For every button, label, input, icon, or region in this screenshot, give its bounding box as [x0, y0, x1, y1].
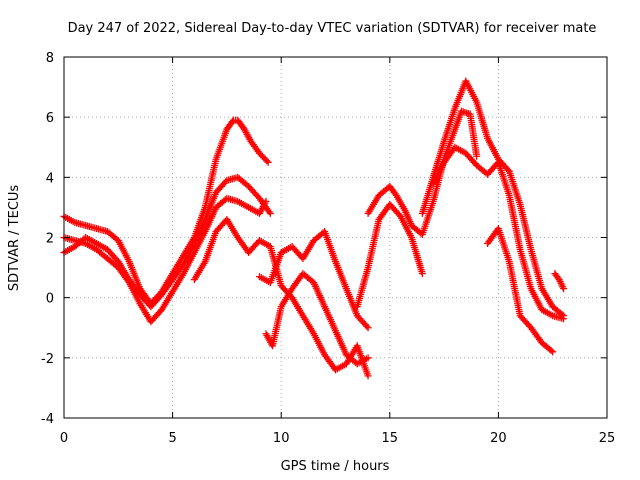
data-point-marker	[363, 322, 371, 330]
data-point-marker	[549, 348, 557, 356]
data-point-marker	[364, 372, 372, 380]
data-point-marker	[504, 166, 512, 174]
y-tick-label: 0	[46, 292, 54, 307]
y-tick-label: -2	[41, 352, 54, 367]
y-tick-label: 2	[46, 232, 54, 247]
data-point-marker	[560, 285, 568, 293]
y-tick-label: 6	[46, 111, 54, 126]
data-point-marker	[418, 270, 426, 278]
y-tick-label: 4	[46, 171, 54, 186]
x-tick-label: 10	[273, 431, 290, 446]
y-tick-label: 8	[46, 51, 54, 66]
y-tick-label: -4	[41, 412, 54, 427]
axis-ticks: 0 5 10 15 20 25 -4 -2 0 2 4 6 8	[41, 51, 615, 446]
series-satellite-track-10	[429, 143, 568, 323]
x-axis-label: GPS time / hours	[281, 459, 390, 474]
series-satellite-track-11	[484, 224, 557, 356]
chart-title: Day 247 of 2022, Sidereal Day-to-day VTE…	[68, 21, 597, 36]
data-points	[60, 77, 568, 380]
x-tick-label: 15	[382, 431, 399, 446]
series-satellite-track-3	[60, 194, 270, 326]
data-point-marker	[473, 152, 481, 160]
data-point-marker	[364, 324, 372, 332]
x-tick-label: 5	[168, 431, 176, 446]
data-point-marker	[560, 315, 568, 323]
data-point-marker	[266, 209, 274, 217]
series-satellite-track-5	[255, 227, 372, 332]
series-satellite-track-6	[262, 270, 372, 368]
data-point-marker	[264, 158, 272, 166]
data-point-marker	[263, 157, 271, 165]
series-satellite-track-12	[551, 270, 568, 293]
data-point-marker	[547, 347, 555, 355]
data-point-marker	[265, 208, 273, 216]
x-tick-label: 0	[60, 431, 68, 446]
data-point-marker	[124, 277, 132, 285]
data-point-marker	[364, 354, 372, 362]
data-point-marker	[262, 197, 270, 205]
x-tick-label: 20	[490, 431, 507, 446]
data-point-marker	[228, 118, 236, 126]
y-axis-label: SDTVAR / TECUs	[7, 185, 22, 292]
series-satellite-track-7	[353, 200, 426, 311]
x-tick-label: 25	[599, 431, 616, 446]
